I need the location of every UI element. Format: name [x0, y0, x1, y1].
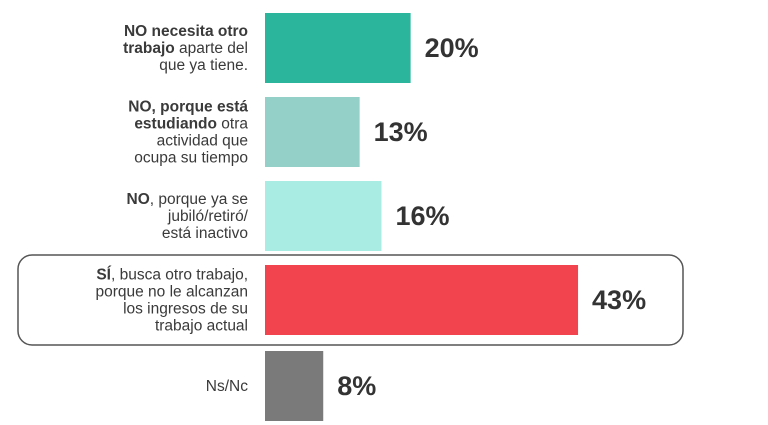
value-label: 13% [374, 117, 428, 147]
category-text: aparte del [175, 40, 248, 57]
category-text: SÍ [96, 267, 111, 284]
highlight-box [17, 254, 684, 346]
value-label: 16% [395, 201, 449, 231]
category-text: , porque ya se [150, 191, 248, 208]
category-text: Ns/Nc [206, 378, 248, 395]
category-label: trabajo actual [155, 318, 248, 335]
value-label: 43% [592, 285, 646, 315]
category-text: estudiando [134, 116, 217, 133]
value-label: 20% [425, 33, 479, 63]
category-text: está inactivo [162, 225, 248, 242]
category-label: ocupa su tiempo [134, 150, 248, 167]
category-text: otra [217, 116, 248, 133]
category-text: jubiló/retiró/ [167, 208, 249, 225]
category-text: NO necesita otro [124, 23, 248, 40]
category-label: Ns/Nc [206, 378, 248, 395]
category-label: los ingresos de su [123, 301, 248, 318]
category-text: los ingresos de su [123, 301, 248, 318]
category-text: NO [127, 191, 150, 208]
bar [265, 13, 411, 83]
category-text: que ya tiene. [159, 57, 248, 74]
category-label: NO, porque está [128, 99, 248, 116]
category-label: estudiando otra [134, 116, 248, 133]
bar [265, 351, 324, 421]
bar [265, 97, 360, 167]
category-label: actividad que [157, 133, 248, 150]
bar [265, 265, 579, 335]
category-label: trabajo aparte del [123, 40, 248, 57]
category-text: porque no le alcanzan [95, 284, 248, 301]
category-label: NO, porque ya se [127, 191, 248, 208]
category-text: , busca otro trabajo, [111, 267, 248, 284]
category-text: actividad que [157, 133, 248, 150]
value-label: 8% [337, 371, 376, 401]
category-text: NO, porque está [128, 99, 248, 116]
category-text: ocupa su tiempo [134, 150, 248, 167]
bar [265, 181, 382, 251]
category-text: trabajo actual [155, 318, 248, 335]
category-label: porque no le alcanzan [95, 284, 248, 301]
category-label: SÍ, busca otro trabajo, [96, 267, 248, 284]
category-label: jubiló/retiró/ [167, 208, 249, 225]
category-label: está inactivo [162, 225, 248, 242]
category-label: que ya tiene. [159, 57, 248, 74]
category-text: trabajo [123, 40, 175, 57]
category-label: NO necesita otro [124, 23, 248, 40]
